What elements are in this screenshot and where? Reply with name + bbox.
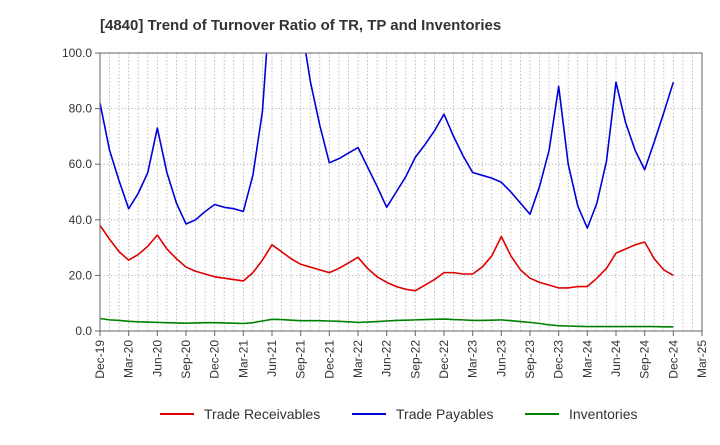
x-tick-label: Dec-21 <box>322 340 336 379</box>
y-tick-label: 40.0 <box>69 213 93 227</box>
legend-label-0: Trade Receivables <box>204 406 320 422</box>
plot-frame <box>99 52 703 332</box>
x-tick-label: Jun-23 <box>494 340 508 377</box>
x-tick-label: Sep-20 <box>179 340 193 379</box>
chart-title: [4840] Trend of Turnover Ratio of TR, TP… <box>100 17 501 34</box>
y-tick-label: 20.0 <box>69 268 93 282</box>
x-tick-label: Mar-22 <box>351 340 365 378</box>
x-tick-label: Mar-25 <box>695 340 709 378</box>
y-tick-label: 100.0 <box>62 46 92 60</box>
x-tick-label: Jun-24 <box>609 340 623 377</box>
legend: Trade Receivables Trade Payables Inventori… <box>160 406 637 422</box>
series-line-0 <box>100 224 674 292</box>
x-tick-label: Mar-23 <box>466 340 480 378</box>
y-tick-label: 80.0 <box>69 102 93 116</box>
grid-layer <box>100 53 702 331</box>
series-layer <box>100 53 675 328</box>
x-tick-label: Sep-21 <box>294 340 308 379</box>
axis-layer: 0.0 20.0 40.0 60.0 80.0 100.0 Dec-19 Mar-20 Jun-… <box>62 46 709 379</box>
x-tick-label: Sep-23 <box>523 340 537 379</box>
series-line-2 <box>100 317 674 328</box>
x-tick-label: Mar-20 <box>122 340 136 378</box>
x-tick-label: Dec-19 <box>93 340 107 379</box>
x-tick-label: Jun-22 <box>380 340 394 377</box>
x-tick-label: Dec-24 <box>666 340 680 379</box>
x-tick-label: Dec-22 <box>437 340 451 379</box>
x-tick-label: Mar-21 <box>236 340 250 378</box>
legend-label-2: Inventories <box>569 406 637 422</box>
y-tick-label: 60.0 <box>69 157 93 171</box>
x-tick-label: Sep-24 <box>638 340 652 379</box>
legend-label-1: Trade Payables <box>396 406 494 422</box>
series-line-1 <box>100 53 675 229</box>
x-tick-label: Sep-22 <box>408 340 422 379</box>
x-tick-label: Jun-20 <box>150 340 164 377</box>
x-tick-label: Mar-24 <box>580 340 594 378</box>
y-tick-label: 0.0 <box>75 324 92 338</box>
x-tick-label: Dec-23 <box>552 340 566 379</box>
x-tick-label: Dec-20 <box>208 340 222 379</box>
x-tick-label: Jun-21 <box>265 340 279 377</box>
